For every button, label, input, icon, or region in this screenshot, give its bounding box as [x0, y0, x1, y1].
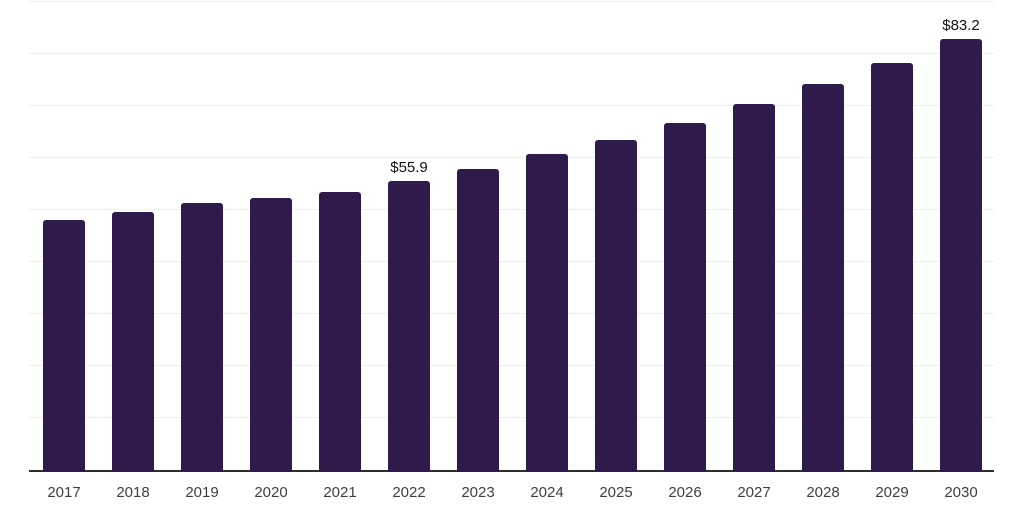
gridline	[29, 157, 994, 158]
x-tick-label-2019: 2019	[185, 484, 219, 501]
gridline	[29, 313, 994, 314]
gridline	[29, 417, 994, 418]
gridline	[29, 261, 994, 262]
x-tick-label-2027: 2027	[737, 484, 771, 501]
x-tick-label-2017: 2017	[47, 484, 81, 501]
gridline	[29, 105, 994, 106]
x-axis-line	[29, 470, 994, 472]
x-tick-label-2029: 2029	[875, 484, 909, 501]
x-tick-label-2025: 2025	[599, 484, 633, 501]
gridline	[29, 1, 994, 2]
bar-2018	[112, 211, 154, 472]
plot-area: $55.9 $83.2	[29, 0, 994, 472]
gridline	[29, 53, 994, 54]
x-tick-label-2026: 2026	[668, 484, 702, 501]
x-tick-label-2022: 2022	[392, 484, 426, 501]
bar-2019	[181, 202, 223, 472]
x-tick-label-2028: 2028	[806, 484, 840, 501]
bar-2024	[526, 153, 568, 472]
gridline	[29, 209, 994, 210]
x-tick-label-2023: 2023	[461, 484, 495, 501]
x-tick-label-2020: 2020	[254, 484, 288, 501]
gridline	[29, 365, 994, 366]
x-tick-label-2018: 2018	[116, 484, 150, 501]
x-tick-label-2030: 2030	[944, 484, 978, 501]
x-tick-label-2024: 2024	[530, 484, 564, 501]
bar-2023	[457, 169, 499, 472]
bar-2026	[664, 122, 706, 472]
bar-value-label-2022: $55.9	[390, 159, 428, 177]
bar-2021	[319, 192, 361, 472]
bar-2027	[733, 103, 775, 472]
bar-2025	[595, 140, 637, 472]
x-axis-labels: 2017 2018 2019 2020 2021 2022 2023 2024 2025 2026…	[43, 484, 982, 502]
bar-2020	[250, 198, 292, 472]
bar-value-label-2030: $83.2	[942, 17, 980, 35]
bar-2022: $55.9	[388, 160, 430, 472]
bar-2029	[871, 63, 913, 472]
x-tick-label-2021: 2021	[323, 484, 357, 501]
bars-layer: $55.9 $83.2	[43, 0, 982, 472]
bar-2030: $83.2	[940, 18, 982, 472]
bar-2028	[802, 83, 844, 472]
bar-2017	[43, 220, 85, 472]
